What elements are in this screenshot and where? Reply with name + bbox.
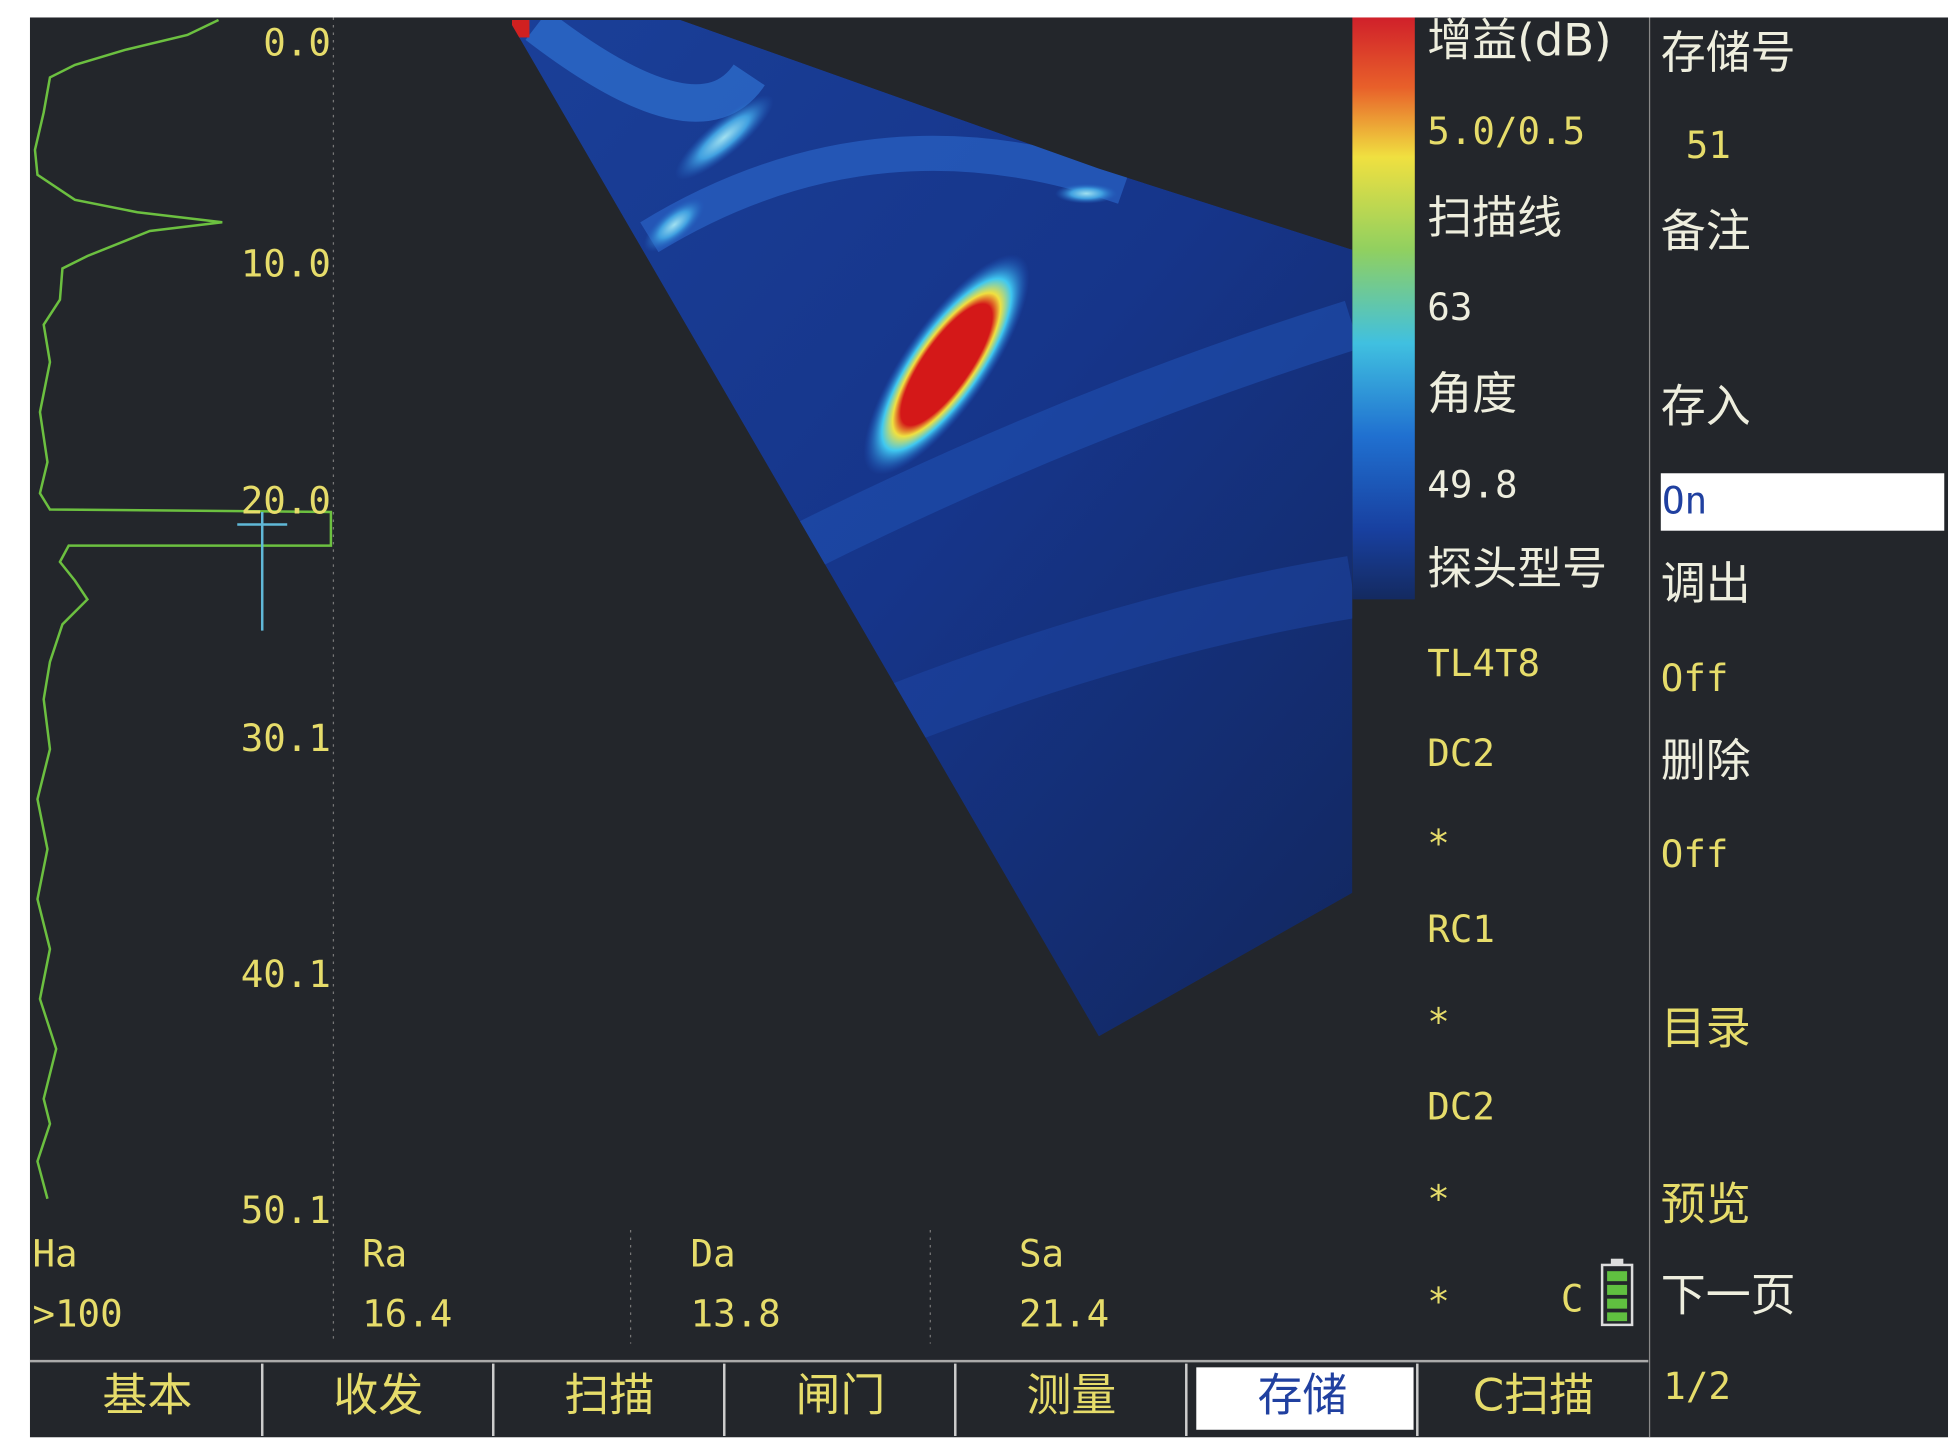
battery-cell xyxy=(1607,1298,1628,1309)
menu-label[interactable]: 存入 xyxy=(1661,380,1751,433)
menu-label[interactable]: 备注 xyxy=(1661,205,1751,258)
info-value: 49.8 xyxy=(1427,462,1517,506)
info-value: * xyxy=(1427,999,1450,1043)
battery-icon xyxy=(1600,1258,1634,1327)
scan-echo xyxy=(640,135,1130,253)
battery-cell xyxy=(1607,1312,1628,1322)
menu-highlight xyxy=(1660,473,1945,531)
info-panel: 增益(dB) 5.0/0.5 扫描线 63 角度 49.8 探头型号 TL4T8… xyxy=(1427,14,1634,1327)
info-value: 63 xyxy=(1427,285,1472,329)
battery-label: C xyxy=(1561,1277,1584,1321)
readout-value: >100 xyxy=(32,1292,122,1336)
info-value: RC1 xyxy=(1427,907,1495,951)
battery-cell xyxy=(1607,1271,1628,1282)
menu-value[interactable]: 1/2 xyxy=(1663,1364,1731,1408)
scan-echo xyxy=(525,19,765,122)
menu-value[interactable]: On xyxy=(1662,479,1707,523)
depth-scale: 0.0 10.0 20.0 30.1 40.1 50.1 xyxy=(241,20,331,1232)
flaw-indication xyxy=(863,254,1030,475)
readout-label: Ha xyxy=(32,1232,77,1276)
menu-label[interactable]: 下一页 xyxy=(1661,1269,1796,1322)
scan-fan xyxy=(511,19,1353,1037)
tab[interactable]: 基本 xyxy=(102,1369,192,1422)
depth-label: 50.1 xyxy=(241,1188,331,1232)
info-value: * xyxy=(1427,821,1450,865)
menu-label[interactable]: 调出 xyxy=(1661,557,1751,610)
menu-value[interactable]: 51 xyxy=(1686,123,1731,167)
scan-echo xyxy=(644,198,705,252)
menu-label[interactable]: 预览 xyxy=(1661,1178,1751,1231)
tab[interactable]: 扫描 xyxy=(564,1369,654,1422)
tab[interactable]: C扫描 xyxy=(1473,1369,1594,1422)
a-scan-waveform xyxy=(33,18,333,1200)
sector-scan xyxy=(511,19,1353,1037)
menu-value[interactable]: Off xyxy=(1661,832,1729,876)
tab-highlight xyxy=(1196,1367,1414,1430)
info-value: 5.0/0.5 xyxy=(1427,109,1585,153)
depth-label: 0.0 xyxy=(263,20,331,64)
readout-value: 13.8 xyxy=(691,1292,781,1336)
readouts: Ha >100 Ra 16.4 Da 13.8 Sa 21.4 xyxy=(32,1232,1109,1336)
info-value: DC2 xyxy=(1427,1084,1495,1128)
info-label: 扫描线 xyxy=(1427,191,1562,244)
battery-tip xyxy=(1610,1258,1624,1265)
depth-label: 20.0 xyxy=(241,479,331,523)
info-value: TL4T8 xyxy=(1427,641,1540,685)
info-label: 探头型号 xyxy=(1427,542,1607,595)
menu-label[interactable]: 目录 xyxy=(1661,1001,1751,1054)
tab[interactable]: 存储 xyxy=(1257,1369,1347,1422)
readout-label: Sa xyxy=(1019,1232,1064,1276)
tab[interactable]: 测量 xyxy=(1026,1369,1116,1422)
info-value: * xyxy=(1427,1177,1450,1221)
info-label: 角度 xyxy=(1427,367,1517,420)
depth-label: 30.1 xyxy=(241,716,331,760)
info-value: * xyxy=(1427,1279,1450,1323)
scan-echo xyxy=(862,556,1353,754)
scan-echo xyxy=(788,300,1353,572)
battery-cell xyxy=(1607,1284,1628,1295)
scan-echo xyxy=(675,95,774,180)
side-menu: 存储号 51 备注 存入 On 调出 Off 删除 Off 目录 预览 下一页 … xyxy=(1660,26,1945,1408)
menu-value[interactable]: Off xyxy=(1661,656,1729,700)
depth-label: 40.1 xyxy=(241,952,331,996)
tab[interactable]: 闸门 xyxy=(795,1369,885,1422)
color-bar xyxy=(1352,17,1415,600)
battery-body xyxy=(1600,1263,1634,1327)
tab[interactable]: 收发 xyxy=(333,1369,423,1422)
menu-label[interactable]: 存储号 xyxy=(1661,26,1796,79)
readout-label: Da xyxy=(691,1232,736,1276)
menu-label[interactable]: 删除 xyxy=(1661,734,1751,787)
scan-echo xyxy=(1055,183,1118,204)
depth-label: 10.0 xyxy=(241,241,331,285)
info-value: DC2 xyxy=(1427,731,1495,775)
readout-value: 21.4 xyxy=(1019,1292,1109,1336)
tab-bar: 基本 收发 扫描 闸门 测量 存储 C扫描 xyxy=(102,1363,1594,1437)
readout-value: 16.4 xyxy=(362,1292,452,1336)
readout-label: Ra xyxy=(362,1232,407,1276)
info-label: 增益(dB) xyxy=(1427,14,1611,67)
